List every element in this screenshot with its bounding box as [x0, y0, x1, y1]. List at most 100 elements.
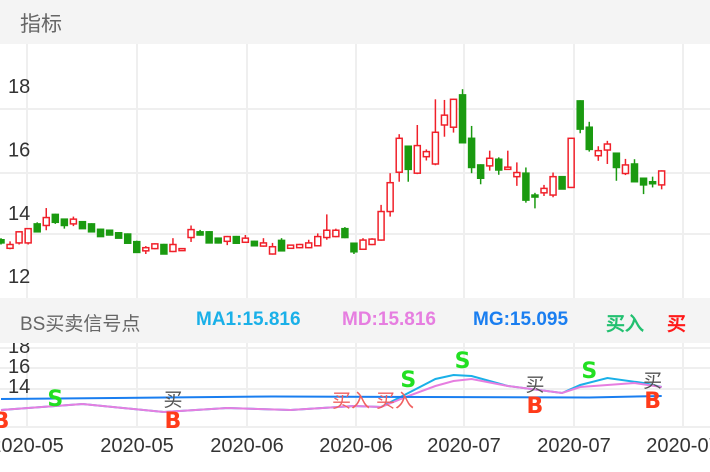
candle-body: [142, 246, 150, 252]
candle-body: [648, 180, 657, 185]
candle-body: [449, 98, 458, 128]
candle-body: [603, 143, 612, 151]
candle-body: [0, 238, 5, 244]
x-tick-label: 2020-07: [427, 435, 500, 457]
sell-signal-marker: S: [455, 349, 471, 374]
x-tick-label: 2020-05: [0, 435, 64, 457]
candle-body: [567, 137, 575, 189]
page-title: 指标: [20, 12, 62, 36]
candle-body: [250, 240, 259, 247]
candle: [214, 237, 222, 244]
candle-body: [42, 216, 50, 227]
candle: [639, 177, 648, 195]
candle: [350, 242, 358, 255]
indicator-legend-bar[interactable]: BS买卖信号点 MA1:15.816 MD:15.816 MG:15.095 买…: [0, 298, 710, 343]
candle: [133, 240, 141, 254]
buy-label: 买: [163, 389, 182, 411]
candle-body: [196, 231, 204, 236]
candle: [332, 228, 340, 238]
candle-body: [314, 235, 322, 247]
candle: [612, 152, 621, 181]
candle-body: [133, 240, 141, 254]
line-md: [0, 377, 662, 414]
candle-body: [495, 158, 503, 171]
candle: [476, 164, 485, 185]
candle: [232, 235, 241, 244]
y-tick-label: 12: [8, 266, 30, 288]
candle: [42, 208, 50, 231]
candle-body: [205, 231, 213, 244]
candle: [422, 149, 431, 161]
indicator-name[interactable]: BS买卖信号点: [20, 314, 141, 335]
y-tick-label: 14: [8, 203, 30, 225]
candle-body: [151, 243, 159, 250]
candle: [621, 158, 630, 176]
candle: [540, 184, 548, 196]
candle: [458, 89, 467, 144]
candle: [250, 240, 259, 247]
candle: [33, 222, 41, 233]
candle: [51, 213, 60, 224]
candle-body: [576, 100, 584, 130]
candle-body: [60, 218, 69, 227]
x-tick-label: 2020-07: [646, 435, 710, 457]
candle: [449, 98, 458, 133]
candle: [603, 140, 612, 164]
candle-body: [286, 244, 295, 250]
candle: [114, 232, 123, 239]
x-tick-label: 2020-06: [319, 435, 392, 457]
buy-signal-marker: B: [527, 394, 544, 419]
candle-body: [187, 228, 195, 239]
candle: [259, 238, 268, 247]
candle: [485, 150, 494, 171]
candle-body: [15, 231, 23, 244]
buy-label: 买: [525, 374, 544, 396]
candle-body: [350, 242, 358, 253]
candle: [386, 173, 394, 217]
candle: [440, 99, 449, 137]
sell-signal-marker: S: [47, 387, 63, 412]
x-tick-label: 2020-06: [210, 435, 283, 457]
candle-body: [485, 157, 494, 167]
candle: [6, 241, 14, 250]
candle-body: [467, 137, 476, 169]
x-tick-label: 2020-07: [537, 435, 610, 457]
buy-signal-marker: B: [0, 409, 9, 434]
buy-in-legend: 买入: [606, 314, 645, 335]
y-tick-label: 16: [8, 139, 30, 161]
candle-body: [558, 175, 566, 190]
candle: [223, 235, 231, 246]
candle: [105, 229, 114, 236]
candle-body: [657, 170, 666, 186]
candle-body: [178, 247, 186, 252]
candle: [169, 238, 177, 253]
candle-body: [531, 194, 539, 198]
candle: [277, 238, 286, 252]
candle-body: [160, 243, 168, 255]
buy-in-label: 买入: [376, 390, 414, 412]
candle: [123, 233, 132, 244]
candle-body: [114, 232, 123, 239]
top-bar: 指标: [0, 0, 710, 44]
candle: [15, 231, 23, 245]
candle-body: [87, 223, 96, 233]
candle: [323, 214, 331, 240]
candle-body: [612, 152, 621, 169]
candle-body: [304, 242, 313, 249]
candle-body: [513, 171, 521, 178]
candle: [395, 134, 403, 182]
candle: [304, 239, 313, 249]
candle: [196, 229, 204, 236]
md-value: MD:15.816: [342, 309, 436, 330]
candle: [96, 228, 105, 238]
candle-body: [504, 166, 512, 171]
candle: [467, 125, 476, 174]
candle: [160, 243, 168, 255]
candle-body: [96, 228, 105, 238]
candle: [558, 175, 566, 190]
candle-body: [522, 172, 530, 201]
candle-body: [323, 229, 331, 239]
candle: [268, 242, 277, 255]
candle-body: [214, 237, 222, 244]
